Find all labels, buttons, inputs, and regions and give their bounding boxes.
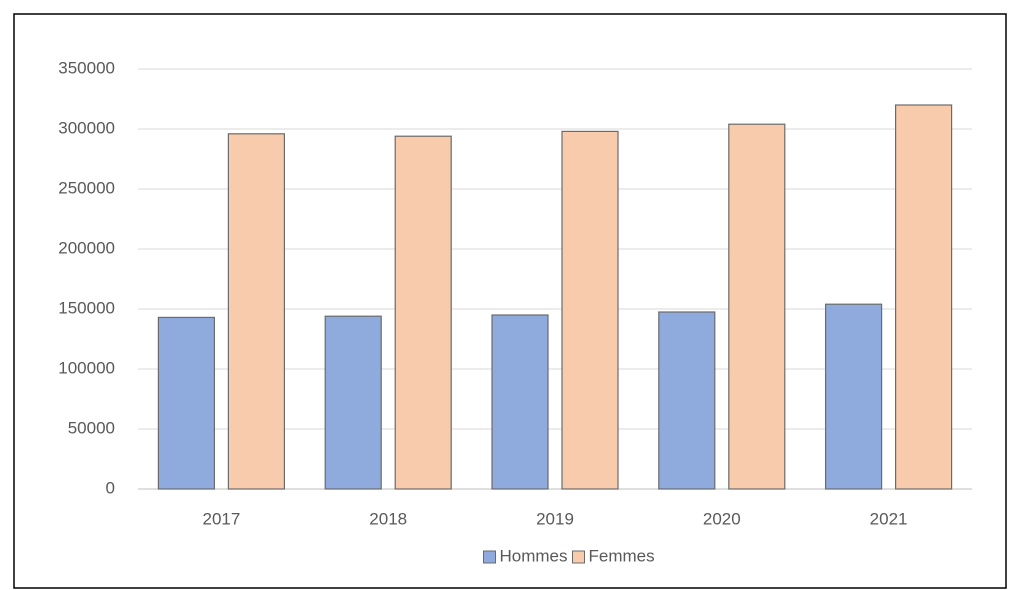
legend-label: Femmes bbox=[589, 546, 655, 565]
bar bbox=[561, 130, 619, 490]
x-tick-label: 2017 bbox=[202, 509, 240, 528]
bar bbox=[728, 123, 786, 490]
y-tick-label: 300000 bbox=[58, 118, 115, 137]
y-tick-label: 100000 bbox=[58, 358, 115, 377]
y-tick-label: 350000 bbox=[58, 58, 115, 77]
x-tick-label: 2020 bbox=[703, 509, 741, 528]
legend-swatch bbox=[483, 550, 496, 564]
legend-swatch bbox=[572, 550, 585, 564]
y-tick-label: 200000 bbox=[58, 238, 115, 257]
bar bbox=[394, 135, 452, 490]
bar bbox=[824, 303, 883, 490]
y-tick-label: 250000 bbox=[58, 178, 115, 197]
bar bbox=[157, 316, 215, 490]
bar bbox=[658, 311, 716, 490]
bar bbox=[894, 104, 953, 490]
y-tick-label: 50000 bbox=[68, 418, 115, 437]
legend-label: Hommes bbox=[500, 546, 568, 565]
x-tick-label: 2018 bbox=[369, 509, 407, 528]
y-tick-label: 0 bbox=[106, 478, 115, 497]
chart-frame bbox=[13, 13, 1007, 589]
bar bbox=[227, 133, 285, 490]
bar bbox=[324, 315, 382, 490]
bar bbox=[491, 314, 549, 490]
x-tick-label: 2021 bbox=[870, 509, 908, 528]
x-tick-label: 2019 bbox=[536, 509, 574, 528]
y-tick-label: 150000 bbox=[58, 298, 115, 317]
